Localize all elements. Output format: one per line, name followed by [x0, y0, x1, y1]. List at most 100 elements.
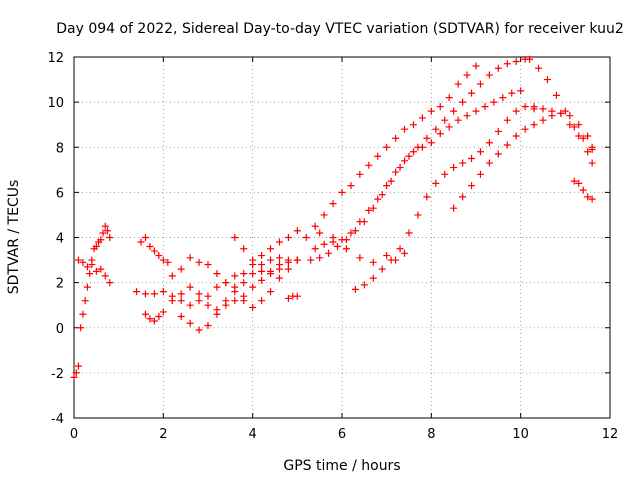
data-point	[369, 258, 377, 266]
y-axis-label: SDTVAR / TECUs	[6, 180, 22, 295]
data-point	[83, 263, 91, 271]
data-point	[213, 310, 221, 318]
data-point	[387, 256, 395, 264]
data-point	[584, 193, 592, 201]
data-point	[186, 254, 194, 262]
data-point	[204, 292, 212, 300]
data-point	[74, 256, 82, 264]
series-sat-h	[231, 234, 301, 278]
data-point	[468, 89, 476, 97]
data-point	[159, 256, 167, 264]
data-point	[396, 245, 404, 253]
data-point	[155, 312, 163, 320]
data-point	[74, 362, 82, 370]
x-axis-label: GPS time / hours	[283, 458, 400, 474]
data-point	[141, 234, 149, 241]
data-point	[485, 139, 493, 147]
data-point	[267, 245, 275, 253]
data-point	[293, 227, 301, 235]
data-point	[521, 125, 529, 133]
series-sat-g	[177, 227, 301, 334]
data-point	[454, 116, 462, 124]
data-point	[409, 148, 417, 156]
data-point	[284, 294, 292, 302]
data-point	[512, 132, 520, 140]
data-point	[155, 252, 163, 260]
series-sat-b	[74, 256, 114, 287]
data-point	[83, 283, 91, 291]
data-point	[383, 143, 391, 151]
data-point	[146, 315, 154, 323]
data-point	[539, 116, 547, 124]
data-point	[106, 279, 114, 287]
data-point	[378, 265, 386, 273]
data-point	[436, 130, 444, 138]
data-point	[588, 143, 596, 151]
data-point	[338, 188, 346, 196]
data-point	[566, 112, 574, 120]
series-sat-r	[570, 177, 596, 203]
data-point	[284, 258, 292, 266]
data-point	[575, 132, 583, 140]
data-point	[79, 258, 87, 266]
data-point	[468, 182, 476, 190]
data-point	[374, 195, 382, 203]
data-point	[454, 80, 462, 88]
data-point	[588, 195, 596, 203]
data-point	[195, 297, 203, 305]
data-point	[195, 258, 203, 266]
data-point	[258, 252, 266, 260]
series-sat-j	[302, 62, 480, 241]
data-point	[329, 234, 337, 241]
data-point	[249, 283, 257, 291]
x-tick-label: 8	[427, 427, 435, 442]
data-point	[450, 204, 458, 212]
data-point	[204, 301, 212, 309]
y-tick-label: -2	[51, 367, 64, 382]
data-point	[204, 261, 212, 269]
data-point	[307, 256, 315, 264]
data-point	[378, 191, 386, 199]
data-point	[392, 134, 400, 142]
y-tick-label: 6	[56, 186, 64, 201]
data-point	[334, 243, 342, 251]
data-point	[231, 272, 239, 280]
series-sat-p	[526, 55, 596, 151]
data-point	[177, 265, 185, 273]
data-point	[584, 148, 592, 156]
data-point	[275, 254, 283, 262]
data-point	[159, 288, 167, 296]
data-point	[450, 164, 458, 172]
data-point	[186, 319, 194, 327]
data-point	[414, 211, 422, 219]
data-point	[186, 301, 194, 309]
data-point	[249, 256, 257, 264]
y-tick-label: 2	[56, 277, 64, 292]
data-point	[445, 123, 453, 131]
data-point	[575, 121, 583, 129]
data-point	[423, 193, 431, 201]
data-point	[249, 270, 257, 278]
data-point	[427, 107, 435, 115]
tick-labels: 0 2 4 6 8 10 12 -4 -2 0 2 4 6 8 10 12	[47, 51, 618, 442]
data-point	[494, 150, 502, 158]
data-point	[463, 112, 471, 120]
data-point	[177, 297, 185, 305]
data-point	[106, 234, 114, 241]
data-point	[137, 238, 145, 246]
data-point	[459, 193, 467, 201]
data-point	[159, 308, 167, 316]
data-point	[494, 64, 502, 72]
data-point	[342, 245, 350, 253]
data-point	[530, 121, 538, 129]
axis-ticks	[73, 56, 611, 419]
data-point	[293, 292, 301, 300]
data-point	[552, 91, 560, 99]
y-tick-label: -4	[51, 412, 64, 427]
data-point	[240, 297, 248, 305]
data-point	[432, 179, 440, 187]
data-point	[441, 116, 449, 124]
data-point	[195, 290, 203, 298]
data-point	[275, 238, 283, 246]
y-tick-label: 12	[47, 51, 64, 66]
